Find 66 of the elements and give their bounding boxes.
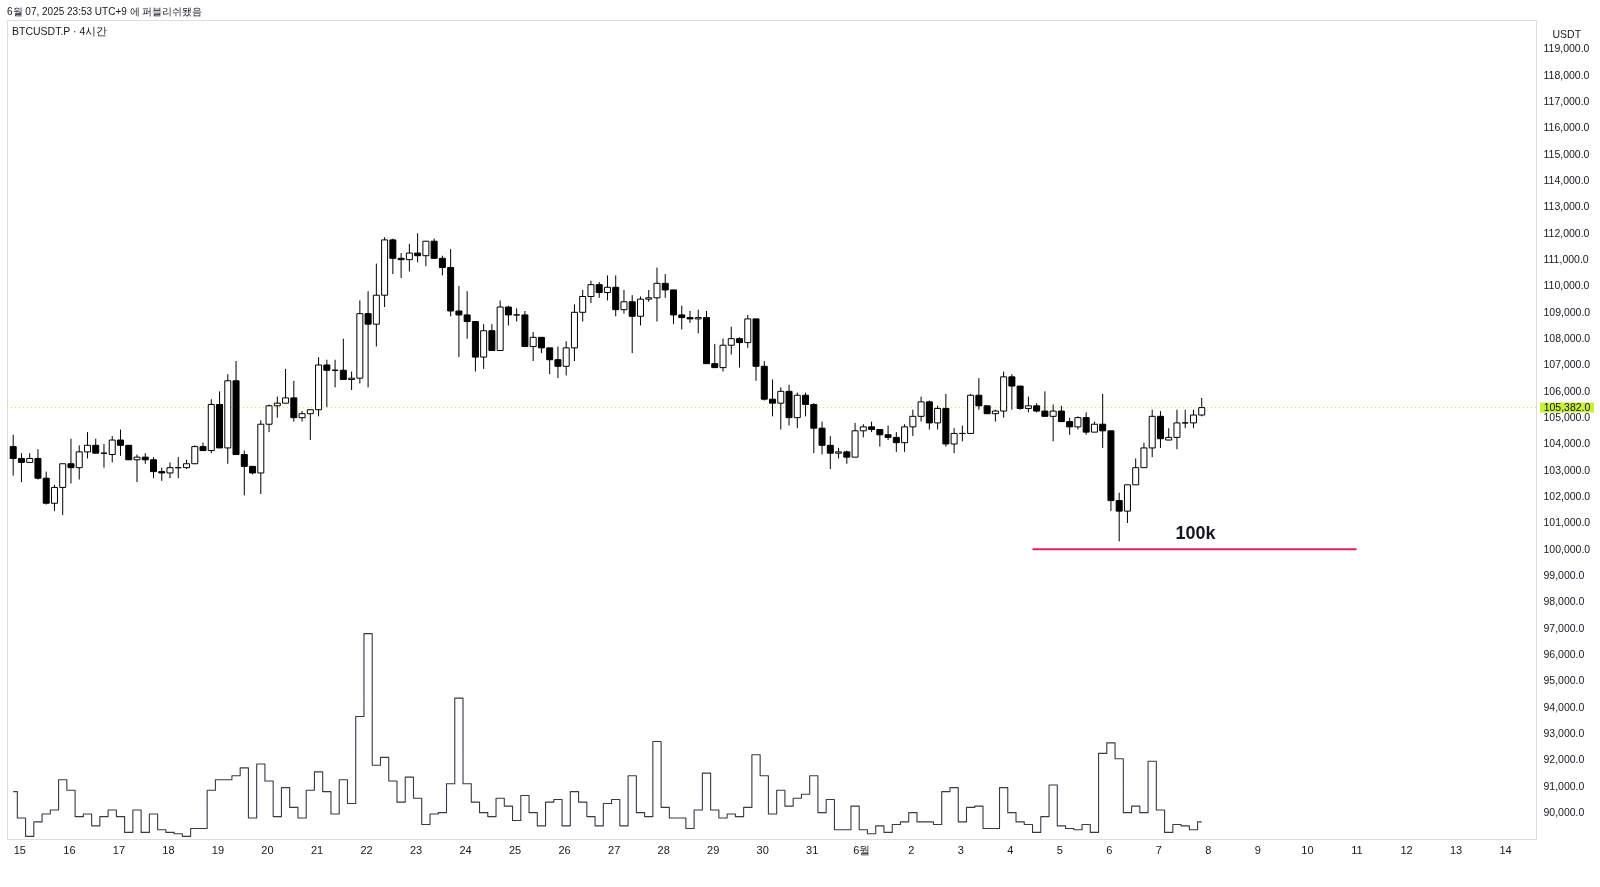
y-tick-label: 92,000.0 (1543, 753, 1585, 766)
y-tick-label: 93,000.0 (1543, 727, 1585, 740)
x-tick-label: 28 (657, 843, 670, 856)
y-tick-label: 115,000.0 (1543, 147, 1590, 160)
x-tick-label: 15 (13, 843, 27, 856)
x-tick-label: 20 (261, 843, 274, 856)
y-tick-label: 104,000.0 (1543, 437, 1591, 450)
x-tick-label: 5 (1056, 843, 1063, 856)
y-tick-label: 114,000.0 (1543, 174, 1590, 187)
x-tick-label: 7 (1155, 843, 1162, 856)
y-tick-label: 103,000.0 (1543, 463, 1591, 476)
y-tick-label: 113,000.0 (1543, 200, 1590, 213)
y-tick-label: 96,000.0 (1543, 648, 1585, 661)
x-tick-label: 18 (162, 843, 175, 856)
x-tick-label: 22 (360, 843, 373, 856)
y-tick-label: 107,000.0 (1543, 358, 1591, 371)
y-tick-label: 99,000.0 (1543, 569, 1585, 582)
y-tick-label: 116,000.0 (1543, 121, 1590, 134)
x-tick-label: 14 (1499, 843, 1512, 856)
x-tick-label: 12 (1400, 843, 1413, 856)
y-tick-label: 91,000.0 (1543, 779, 1585, 792)
x-tick-label: 8 (1205, 843, 1212, 856)
y-tick-label: 105,000.0 (1543, 411, 1591, 424)
x-tick-label: 9 (1254, 843, 1261, 856)
x-tick-label: 6 (1106, 843, 1113, 856)
y-tick-label: 118,000.0 (1543, 68, 1590, 81)
y-tick-label: 102,000.0 (1543, 490, 1591, 503)
x-tick-label: 31 (806, 843, 819, 856)
x-tick-label: 25 (508, 843, 522, 856)
y-tick-label: 109,000.0 (1543, 305, 1591, 318)
x-tick-label: 17 (112, 843, 126, 856)
y-tick-label: 90,000.0 (1543, 806, 1585, 819)
text: 6월 07, 2025 23:53 UTC+9 에 퍼블리쉬됐음 (7, 6, 203, 17)
y-tick-label: 100,000.0 (1543, 542, 1591, 555)
chart-title: BTCUSDT.P · 4시간 (12, 25, 108, 37)
y-axis-title: USDT (1552, 27, 1582, 40)
y-tick-label: 110,000.0 (1543, 279, 1590, 292)
x-tick-label: 11 (1351, 843, 1363, 856)
y-tick-label: 112,000.0 (1543, 226, 1590, 239)
y-tick-label: 97,000.0 (1543, 621, 1585, 634)
x-tick-label: 26 (558, 843, 571, 856)
y-tick-label: 111,000.0 (1543, 253, 1589, 266)
x-tick-label: 21 (310, 843, 324, 856)
x-tick-label: 6월 (853, 843, 871, 856)
y-tick-label: 106,000.0 (1543, 384, 1591, 397)
y-tick-label: 95,000.0 (1543, 674, 1585, 687)
x-tick-label: 19 (211, 843, 225, 856)
x-tick-label: 13 (1449, 843, 1463, 856)
y-tick-label: 94,000.0 (1543, 700, 1585, 713)
y-tick-label: 101,000.0 (1543, 516, 1591, 529)
x-tick-label: 24 (459, 843, 472, 856)
x-tick-label: 30 (756, 843, 769, 856)
ref-line-label: 105,382.0 (1543, 400, 1591, 413)
y-tick-label: 98,000.0 (1543, 595, 1585, 608)
x-tick-label: 10 (1301, 843, 1314, 856)
x-tick-label: 23 (409, 843, 423, 856)
y-tick-label: 117,000.0 (1543, 95, 1590, 108)
x-tick-label: 3 (957, 843, 964, 856)
y-tick-label: 119,000.0 (1543, 42, 1590, 55)
x-tick-label: 4 (1007, 843, 1014, 856)
x-tick-label: 29 (707, 843, 720, 856)
x-tick-label: 16 (63, 843, 76, 856)
y-tick-label: 108,000.0 (1543, 332, 1591, 345)
x-tick-label: 2 (908, 843, 915, 856)
x-tick-label: 27 (608, 843, 621, 856)
annotation: 100k (1175, 523, 1217, 544)
